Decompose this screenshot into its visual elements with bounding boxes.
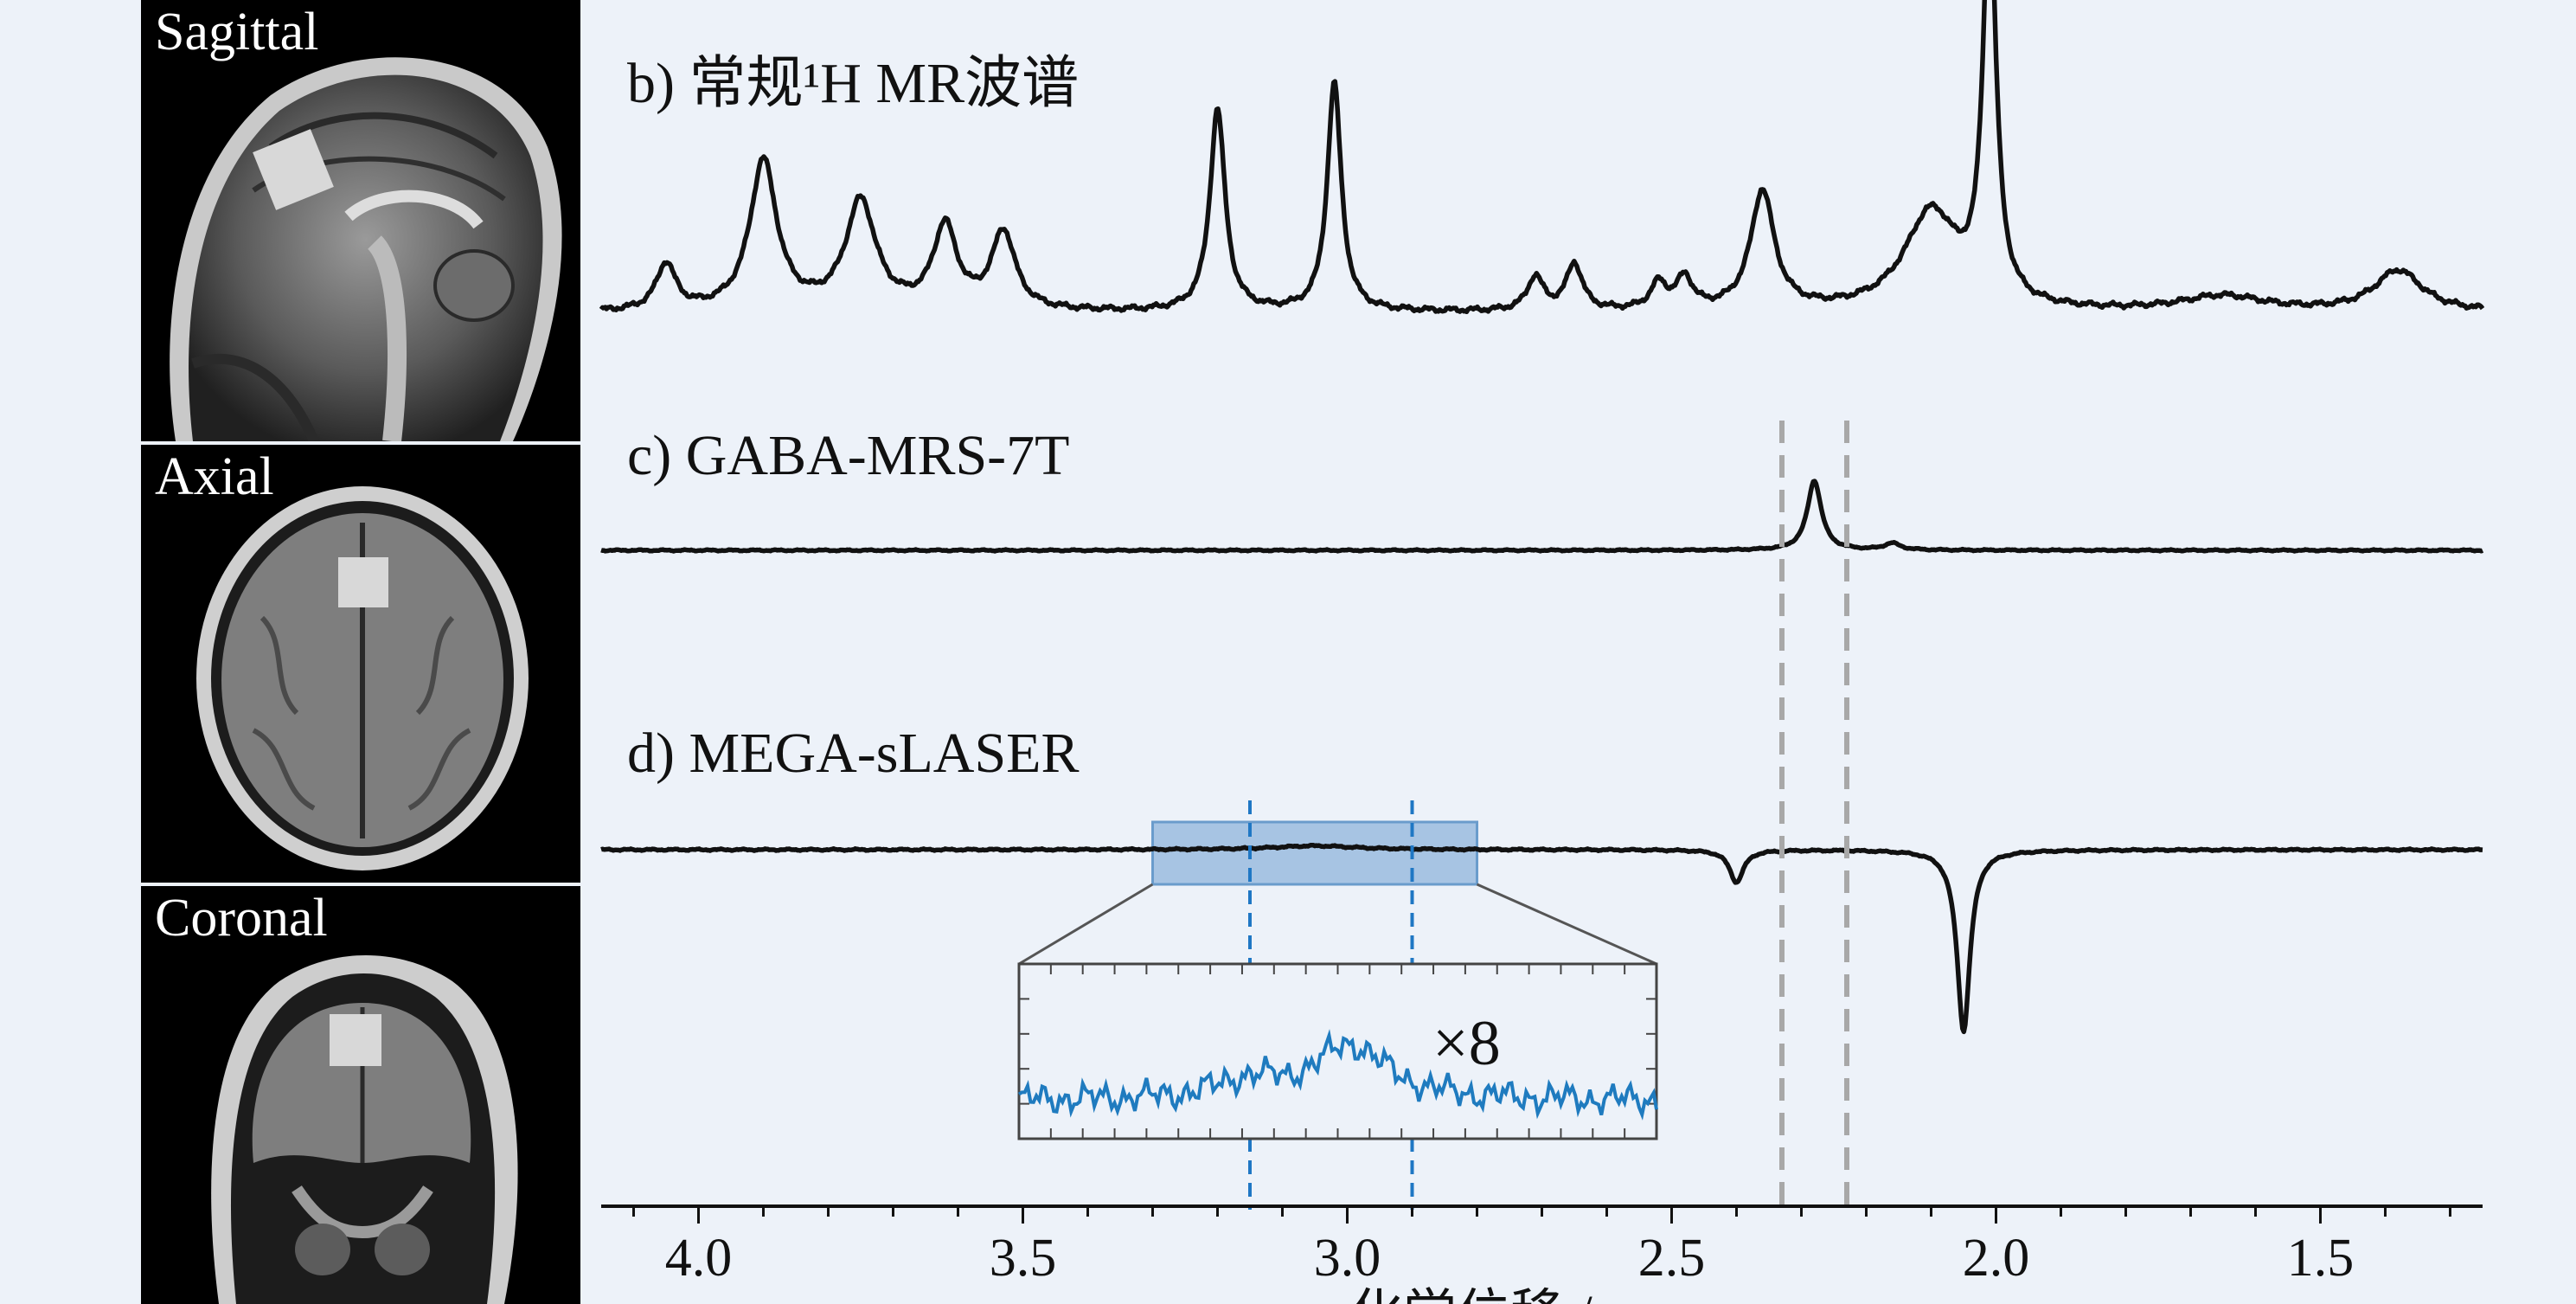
spectrum-trace-0 (599, 0, 2485, 315)
axial-brain-image (196, 486, 529, 870)
inset-scale-label: ×8 (1432, 1008, 1501, 1079)
x-tick-label: 3.0 (1314, 1229, 1381, 1288)
x-tick-label: 2.0 (1963, 1229, 2030, 1288)
highlight-region (1151, 820, 1478, 886)
coronal-brain-image (211, 955, 518, 1304)
x-tick-label: 3.5 (990, 1229, 1057, 1288)
sagittal-brain-image (170, 57, 562, 441)
spectrum-b-label: b) 常规¹H MR波谱 (627, 52, 1079, 115)
sagittal-label: Sagittal (155, 3, 319, 61)
x-tick-label: 4.0 (665, 1229, 733, 1288)
axial-label: Axial (155, 447, 274, 506)
spectrum-c-label: c) GABA-MRS-7T (627, 424, 1069, 487)
zoom-connector-right (1476, 883, 1657, 966)
inset-trace (1017, 1029, 1658, 1121)
spectrum-trace-1 (599, 479, 2484, 554)
x-tick-label: 1.5 (2287, 1229, 2355, 1288)
spectrum-d-label: d) MEGA-sLASER (627, 722, 1080, 785)
spectrum-trace-2 (599, 842, 2484, 1035)
mri-sagittal-panel: Sagittal (141, 0, 580, 441)
mri-axial-panel: Axial (141, 445, 580, 883)
x-tick-label: 2.5 (1638, 1229, 1706, 1288)
x-axis-label: 化学位移 / ppm (1349, 1286, 1701, 1304)
zoom-connector-left (1018, 883, 1154, 966)
coronal-label: Coronal (155, 889, 328, 947)
mri-coronal-panel: Coronal (141, 886, 580, 1304)
